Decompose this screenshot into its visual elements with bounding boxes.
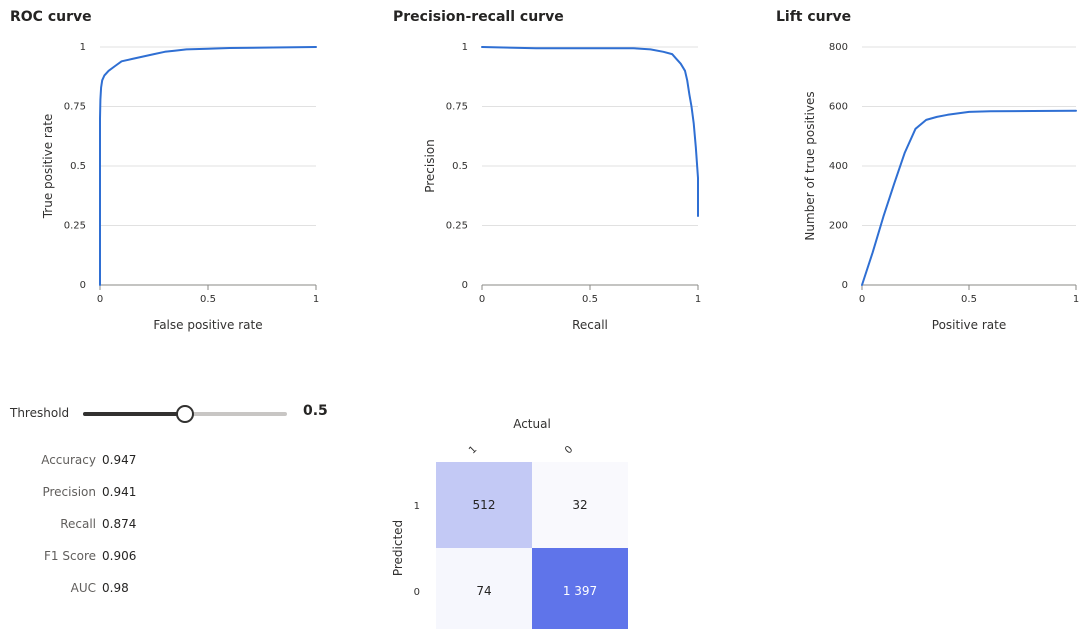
confusion-matrix-cell — [532, 548, 628, 633]
pr-y-tick-label: 0.75 — [446, 102, 468, 113]
confusion-matrix-col-label: 0 — [563, 444, 575, 456]
confusion-matrix-y-axis-label: Predicted — [391, 520, 405, 576]
confusion-matrix-cell-value: 1 397 — [563, 584, 597, 598]
metric-row-auc: AUC 0.98 — [10, 581, 210, 601]
confusion-matrix-row-label: 1 — [414, 501, 420, 512]
metric-value: 0.906 — [102, 549, 137, 563]
lift-y-tick-label: 400 — [829, 161, 848, 172]
metric-name: Precision — [42, 485, 96, 499]
metric-name: Accuracy — [41, 453, 96, 467]
threshold-slider-handle[interactable] — [176, 405, 194, 423]
lift-y-tick-label: 0 — [842, 280, 848, 291]
metric-name: F1 Score — [44, 549, 96, 563]
metric-row-precision: Precision 0.941 — [10, 485, 210, 505]
pr-series-line — [481, 46, 699, 217]
lift-y-tick-label: 600 — [829, 102, 848, 113]
precision-recall-chart-title: Precision-recall curve — [393, 9, 564, 25]
roc-y-tick-label: 0.75 — [64, 102, 86, 113]
lift-chart: Lift curve 0 200 400 600 800 0 0.5 1 Positive ra… — [776, 0, 1079, 350]
roc-series-line — [99, 46, 317, 286]
pr-y-tick-label: 0.25 — [446, 221, 468, 232]
threshold-value: 0.5 — [303, 403, 328, 419]
confusion-matrix-svg: Actual Predicted 1 0 1 0 512 32 74 1 397 — [391, 417, 628, 633]
threshold-label: Threshold — [10, 406, 70, 420]
lift-y-axis-label: Number of true positives — [803, 91, 817, 240]
roc-y-tick-label: 0 — [80, 280, 86, 291]
precision-recall-chart-svg: 0 0.25 0.5 0.75 1 0 0.5 1 Recall Precision — [423, 42, 701, 332]
pr-x-tick-label: 0 — [479, 294, 485, 305]
roc-y-tick-label: 0.5 — [70, 161, 86, 172]
roc-chart: ROC curve 0 0.25 0.5 0.75 1 0 0.5 1 False positi… — [10, 0, 350, 350]
confusion-matrix-cell-value: 74 — [476, 584, 491, 598]
confusion-matrix-cell — [532, 462, 628, 548]
confusion-matrix-row-label: 0 — [414, 587, 420, 598]
lift-y-tick-label: 800 — [829, 42, 848, 53]
lift-series-line — [861, 109, 1077, 286]
pr-y-tick-label: 0 — [462, 280, 468, 291]
confusion-matrix-cell — [436, 548, 532, 633]
confusion-matrix-cell-value: 512 — [473, 498, 496, 512]
metric-row-recall: Recall 0.874 — [10, 517, 210, 537]
confusion-matrix-x-axis-label: Actual — [513, 417, 551, 431]
roc-y-axis-label: True positive rate — [41, 114, 55, 220]
roc-chart-title: ROC curve — [10, 9, 92, 25]
roc-chart-svg: 0 0.25 0.5 0.75 1 0 0.5 1 False positive rate Tru… — [41, 42, 319, 332]
lift-y-tick-label: 200 — [829, 221, 848, 232]
lift-x-axis-label: Positive rate — [932, 318, 1006, 332]
metric-value: 0.941 — [102, 485, 137, 499]
pr-x-tick-label: 1 — [695, 294, 701, 305]
metric-name: AUC — [70, 581, 96, 595]
precision-recall-chart: Precision-recall curve 0 0.25 0.5 0.75 1 0 0.5… — [393, 0, 733, 350]
pr-y-axis-label: Precision — [423, 139, 437, 193]
lift-chart-svg: 0 200 400 600 800 0 0.5 1 Positive rate Number of… — [803, 42, 1079, 332]
pr-x-tick-label: 0.5 — [582, 294, 598, 305]
roc-x-axis-label: False positive rate — [153, 318, 262, 332]
metric-name: Recall — [60, 517, 96, 531]
lift-x-tick-label: 1 — [1073, 294, 1079, 305]
lift-x-tick-label: 0.5 — [961, 294, 977, 305]
confusion-matrix-cell-value: 32 — [572, 498, 587, 512]
metric-value: 0.98 — [102, 581, 129, 595]
roc-x-tick-label: 1 — [313, 294, 319, 305]
roc-y-tick-label: 0.25 — [64, 221, 86, 232]
metric-row-accuracy: Accuracy 0.947 — [10, 453, 210, 473]
lift-x-tick-label: 0 — [859, 294, 865, 305]
metric-value: 0.874 — [102, 517, 137, 531]
roc-x-tick-label: 0.5 — [200, 294, 216, 305]
confusion-matrix-col-label: 1 — [467, 444, 479, 456]
metric-value: 0.947 — [102, 453, 137, 467]
threshold-control: Threshold 0.5 — [10, 400, 340, 428]
pr-y-tick-label: 0.5 — [452, 161, 468, 172]
confusion-matrix-cell — [436, 462, 532, 548]
threshold-slider-track[interactable] — [83, 405, 287, 423]
roc-y-tick-label: 1 — [80, 42, 86, 53]
pr-y-tick-label: 1 — [462, 42, 468, 53]
roc-x-tick-label: 0 — [97, 294, 103, 305]
confusion-matrix: Actual Predicted 1 0 1 0 512 32 74 1 397 — [380, 400, 640, 633]
lift-chart-title: Lift curve — [776, 9, 852, 25]
threshold-slider-fill — [83, 412, 185, 416]
pr-x-axis-label: Recall — [572, 318, 608, 332]
metric-row-f1-score: F1 Score 0.906 — [10, 549, 210, 569]
